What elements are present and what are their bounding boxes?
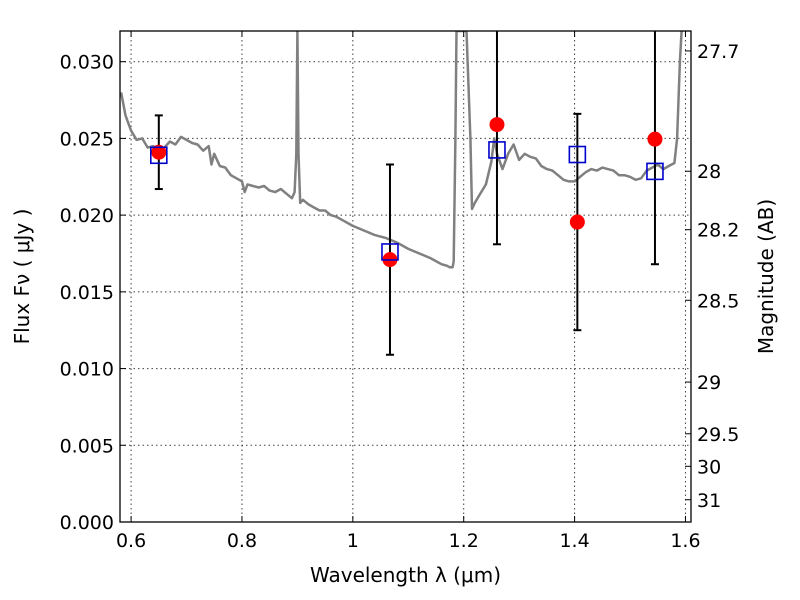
y-tick-label: 0.020 <box>60 205 114 227</box>
plot-area <box>120 31 683 356</box>
model-flux-square <box>568 145 587 164</box>
model-flux-square <box>150 146 168 165</box>
x-tick-label: 1.2 <box>449 530 479 552</box>
observed-flux-point <box>569 214 585 230</box>
observed-flux-point <box>151 144 167 160</box>
y2-tick-label: 31 <box>697 490 721 512</box>
x-tick-label: 1.6 <box>670 530 700 552</box>
y2-tick-label: 29 <box>697 372 721 394</box>
observed-flux-point <box>647 131 663 147</box>
x-axis-title: Wavelength λ (μm) <box>310 563 501 587</box>
y-axis-title: Flux Fν ( μJy ) <box>10 209 34 345</box>
y-tick-label: 0.010 <box>60 359 114 381</box>
model-spectrum-line <box>120 31 683 269</box>
y-tick-label: 0.025 <box>60 128 114 150</box>
x-tick-label: 1 <box>347 530 359 552</box>
y2-tick-label: 27.7 <box>697 41 739 63</box>
y2-tick-label: 30 <box>697 456 721 478</box>
grid <box>120 31 691 522</box>
x-tick-label: 1.4 <box>559 530 589 552</box>
y2-tick-label: 28.2 <box>697 220 739 242</box>
model-flux-square <box>488 141 506 159</box>
model-flux-square <box>381 243 399 261</box>
model-flux-square <box>646 162 664 181</box>
y-tick-label: 0.015 <box>60 282 114 304</box>
x-tick-label: 0.8 <box>227 530 257 552</box>
y-tick-label: 0.005 <box>60 435 114 457</box>
observed-flux-point <box>489 117 505 133</box>
y-tick-label: 0.030 <box>60 52 114 74</box>
y2-axis-title: Magnitude (AB) <box>754 199 778 354</box>
y-tick-label: 0.000 <box>60 512 114 534</box>
axes-frame <box>119 30 692 523</box>
y2-tick-label: 29.5 <box>697 424 739 446</box>
y2-tick-label: 28.5 <box>697 290 739 312</box>
x-tick-label: 0.6 <box>116 530 146 552</box>
y2-tick-label: 28 <box>697 161 721 183</box>
axis-ticks: 0.6 0.8 1 1.2 1.4 1.6 0.000 0.005 0.010 0.015 0.02… <box>60 31 739 552</box>
